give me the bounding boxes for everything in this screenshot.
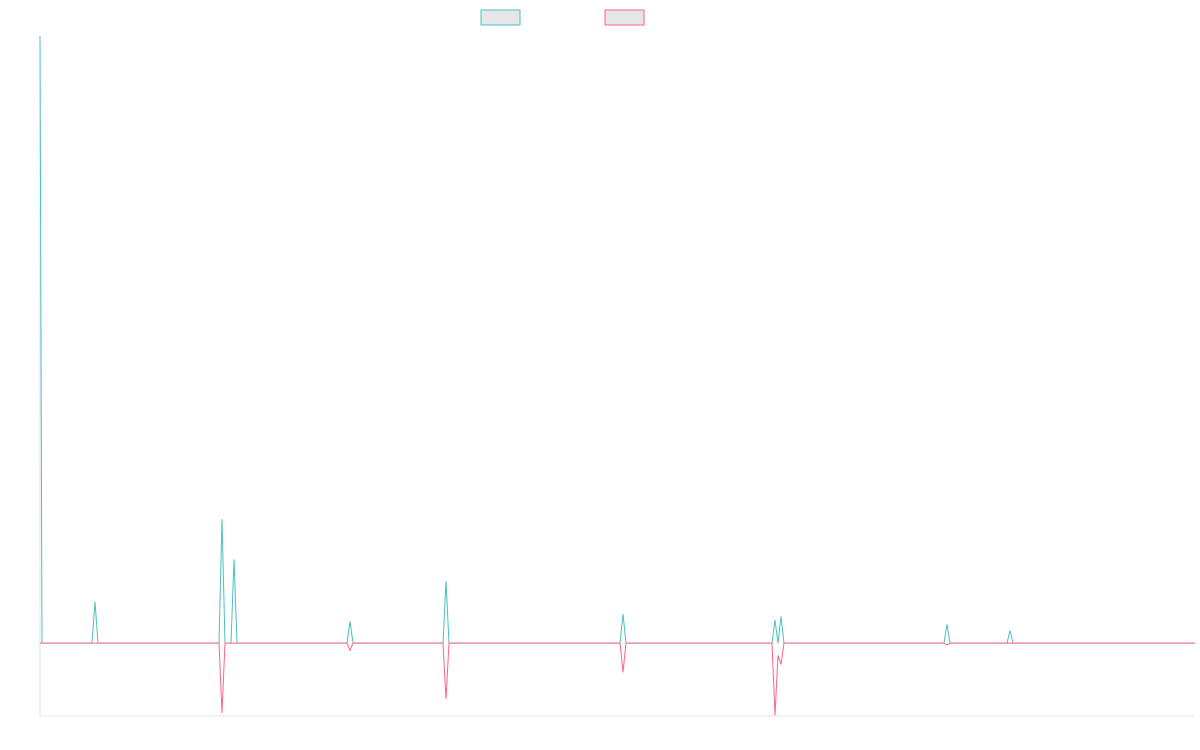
series-line <box>39 35 1195 644</box>
legend-swatch[interactable] <box>604 9 645 26</box>
legend-swatch[interactable] <box>480 9 521 26</box>
series-line <box>40 642 1195 716</box>
